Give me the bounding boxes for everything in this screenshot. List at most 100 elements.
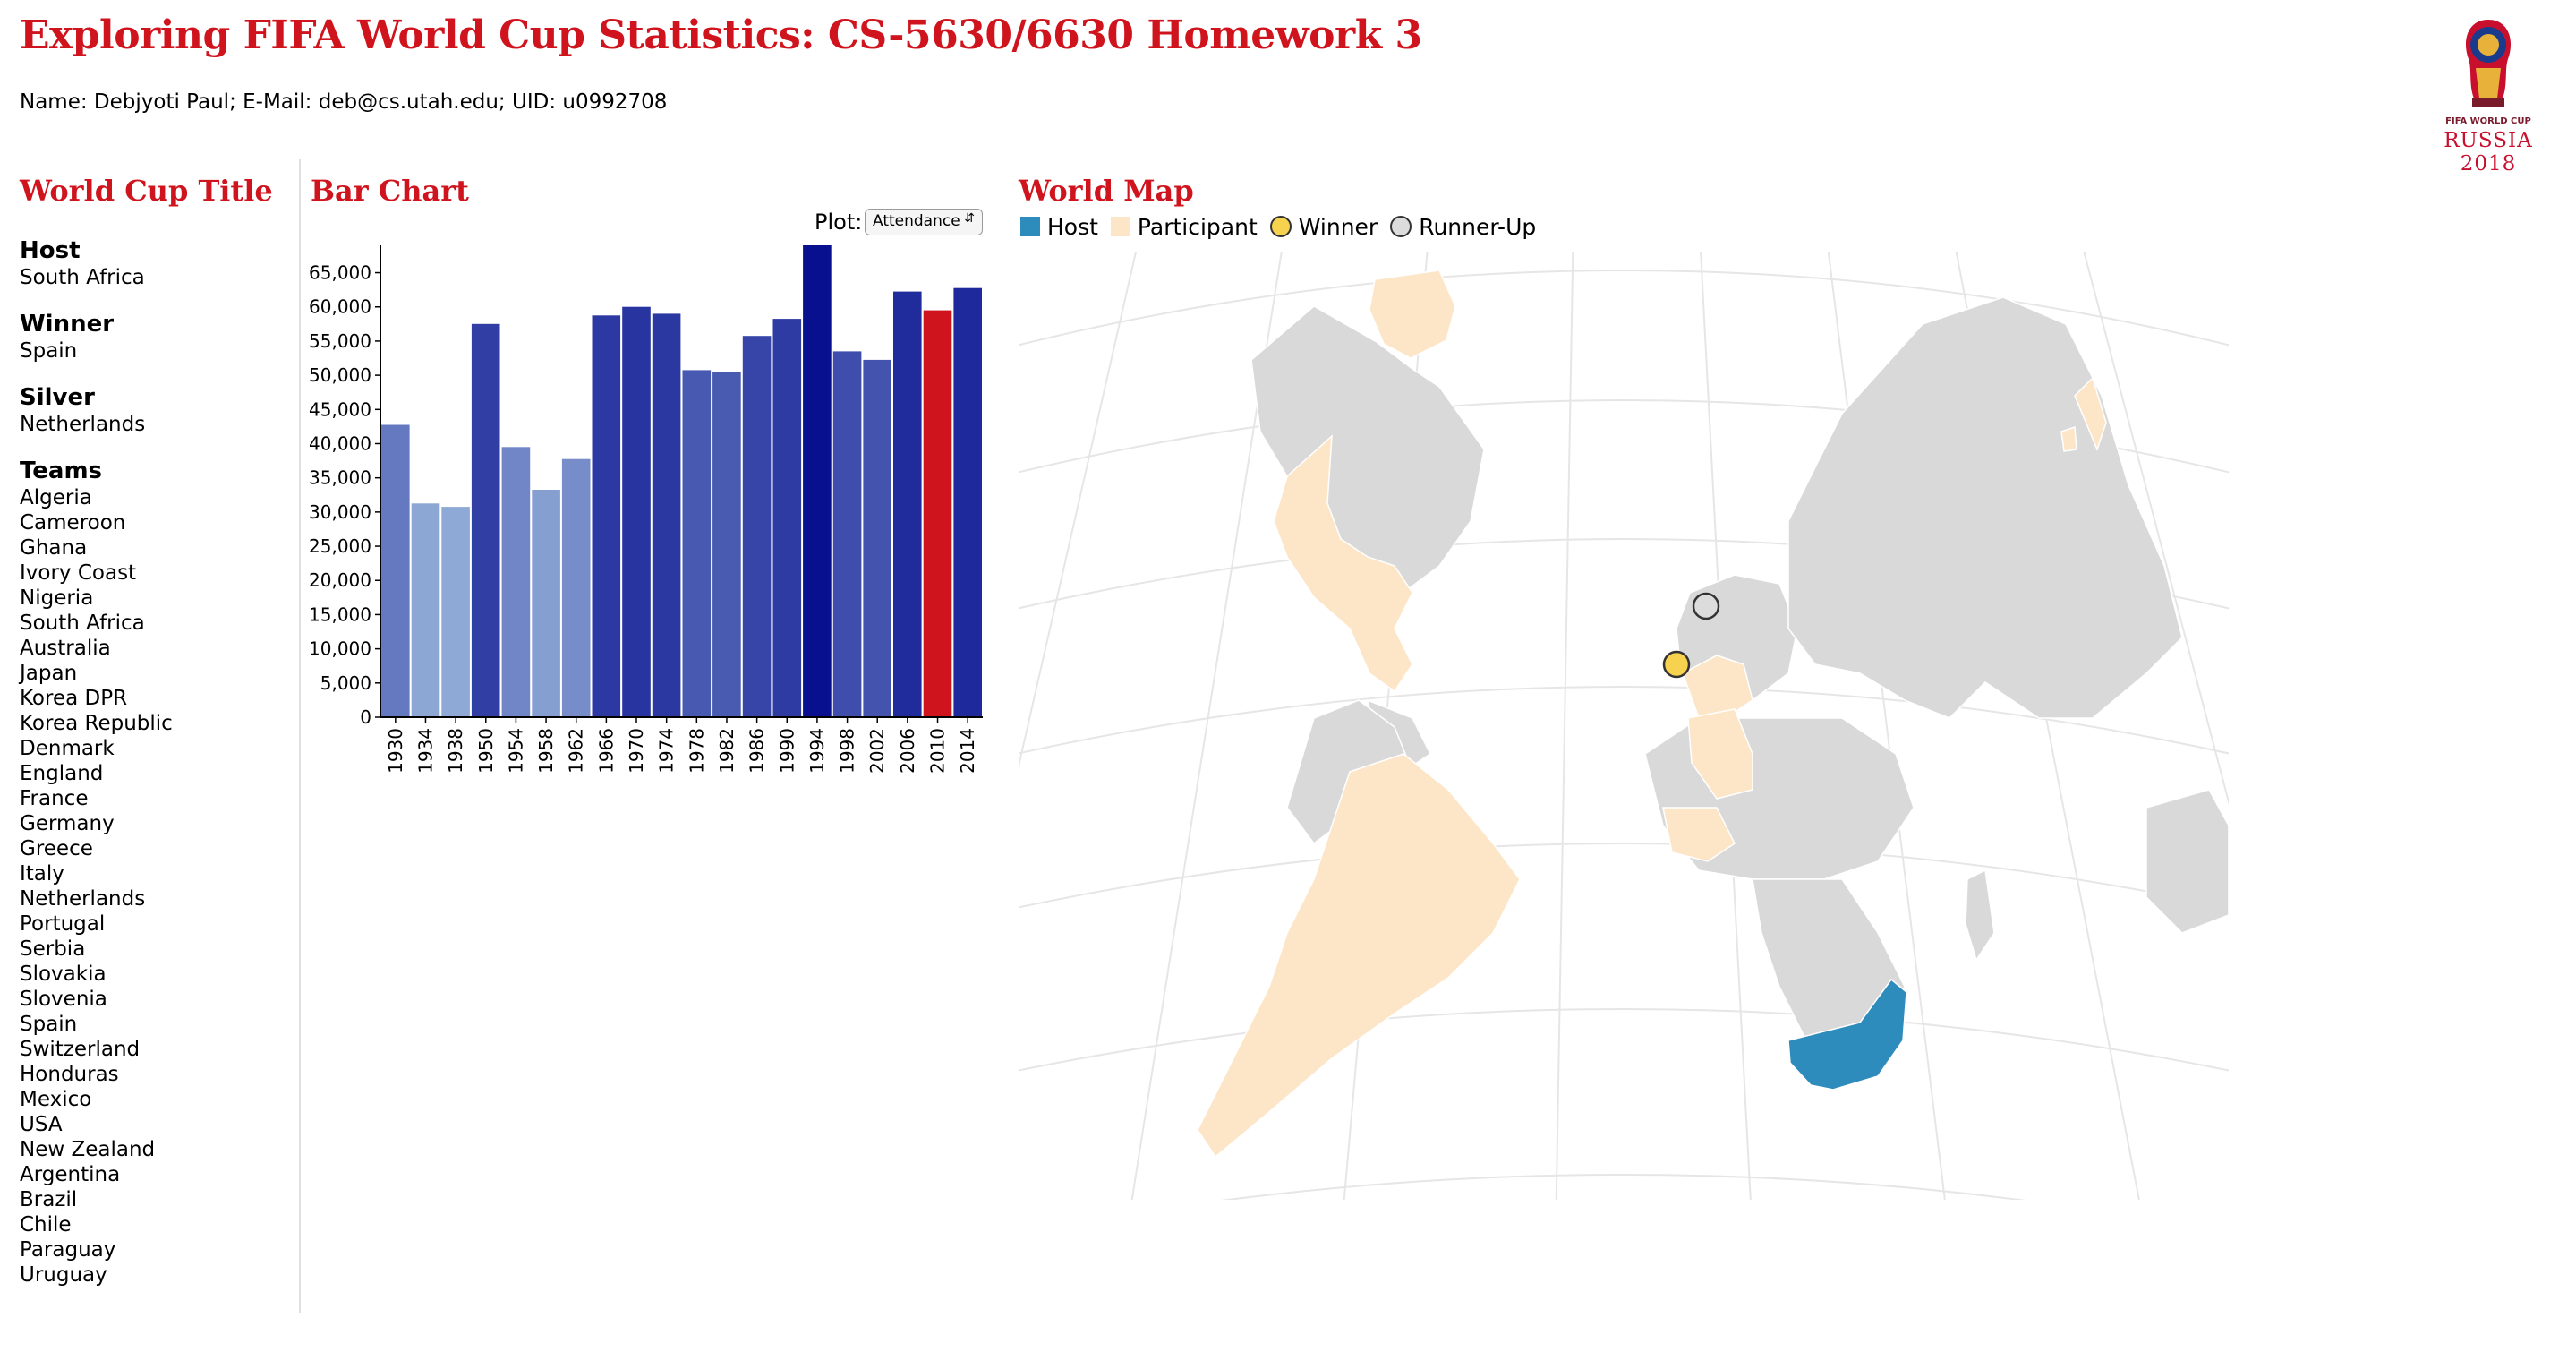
legend-runner-up: Runner-Up: [1390, 214, 1536, 240]
bar-1930[interactable]: [381, 424, 410, 718]
legend-participant-label: Participant: [1137, 213, 1258, 240]
plot-select[interactable]: Attendance ⇵: [865, 209, 983, 235]
x-tick-label: 1966: [595, 728, 617, 774]
north-america-participants: [1273, 434, 1413, 693]
bar-1962[interactable]: [561, 458, 591, 717]
team-list-item: Brazil: [20, 1188, 78, 1211]
runner-up-marker[interactable]: [1692, 592, 1720, 620]
y-tick-label: 0: [360, 706, 371, 728]
team-list-item: Slovenia: [20, 988, 107, 1011]
bar-1982[interactable]: [712, 372, 741, 717]
algeria: [1687, 708, 1753, 800]
team-list-item: Ivory Coast: [20, 561, 137, 585]
panel-divider: [299, 159, 301, 1313]
x-tick-label: 1934: [414, 728, 436, 774]
silver-label: Silver: [20, 384, 95, 411]
y-tick-label: 5,000: [320, 672, 371, 694]
x-tick-label: 1962: [566, 728, 587, 774]
host-label: Host: [20, 237, 81, 264]
team-list-item: England: [20, 762, 104, 785]
x-tick-label: 1994: [806, 728, 828, 774]
y-tick-label: 35,000: [309, 467, 371, 489]
team-list-item: Serbia: [20, 937, 86, 961]
bar-1950[interactable]: [471, 323, 500, 717]
bar-1938[interactable]: [441, 507, 470, 717]
bar-1974[interactable]: [652, 313, 681, 717]
bar-2014[interactable]: [953, 287, 982, 717]
x-tick-label: 2010: [927, 728, 949, 774]
bar-1978[interactable]: [682, 370, 712, 717]
host-value: South Africa: [20, 266, 145, 289]
legend-host-swatch: [1020, 217, 1040, 236]
y-tick-label: 30,000: [309, 501, 371, 523]
team-list-item: Portugal: [20, 912, 106, 936]
team-list-item: New Zealand: [20, 1138, 156, 1161]
world-map[interactable]: [839, 216, 2409, 1274]
info-panel-heading: World Cup Title: [20, 174, 273, 208]
host-group: Host South Africa: [20, 236, 288, 290]
team-list-item: Spain: [20, 1013, 78, 1036]
winner-label: Winner: [20, 311, 115, 338]
team-list-item: Honduras: [20, 1063, 119, 1086]
winner-marker[interactable]: [1662, 650, 1691, 679]
y-tick-label: 15,000: [309, 603, 371, 625]
team-list-item: Germany: [20, 812, 115, 835]
team-list-item: Mexico: [20, 1088, 92, 1111]
korea: [2060, 425, 2077, 452]
x-tick-label: 2006: [897, 728, 918, 774]
team-list-item: Italy: [20, 862, 64, 886]
bar-chart: 1930 1934 1938 1950 1954 1958 1962 1966 1970 1974…: [309, 245, 983, 774]
y-tick-label: 65,000: [309, 262, 371, 284]
land: [1197, 270, 2230, 1159]
y-tick-label: 40,000: [309, 432, 371, 454]
bar-1970[interactable]: [622, 306, 651, 717]
team-list-item: Algeria: [20, 486, 92, 509]
south-africa: [1787, 978, 1907, 1091]
bar-1986[interactable]: [742, 336, 772, 717]
silver-value: Netherlands: [20, 413, 146, 436]
y-tick-label: 25,000: [309, 535, 371, 557]
team-list-item: Denmark: [20, 737, 115, 760]
world-map-svg: [839, 216, 2409, 1274]
team-list: Algeria Cameroon Ghana Ivory Coast Nigeria So…: [20, 485, 288, 1288]
legend-participant-swatch: [1110, 217, 1130, 236]
bar-chart-heading: Bar Chart: [311, 174, 469, 208]
team-list-item: Korea Republic: [20, 712, 173, 735]
plot-label: Plot:: [815, 210, 863, 235]
west-africa-participants: [1662, 807, 1736, 862]
teams-group: Teams Algeria Cameroon Ghana Ivory Coast Nig…: [20, 457, 288, 1288]
bar-1954[interactable]: [501, 447, 531, 717]
team-list-item: France: [20, 787, 89, 810]
y-tick-label: 55,000: [309, 330, 371, 352]
asia: [1787, 296, 2183, 719]
team-list-item: Slovakia: [20, 963, 107, 986]
y-tick-label: 20,000: [309, 569, 371, 591]
bar-2010[interactable]: [923, 310, 952, 717]
legend-winner: Winner: [1269, 214, 1378, 240]
team-list-item: Uruguay: [20, 1263, 107, 1287]
team-list-item: Paraguay: [20, 1238, 116, 1262]
bar-2002[interactable]: [863, 359, 891, 717]
info-panel: Host South Africa Winner Spain Silver Ne…: [20, 236, 288, 1307]
logo-caption: RUSSIA 2018: [2444, 129, 2533, 175]
bar-1966[interactable]: [592, 315, 621, 717]
south-america-participants: [1197, 753, 1521, 1159]
x-tick-label: 1982: [716, 728, 738, 774]
legend-runner-up-label: Runner-Up: [1419, 213, 1537, 240]
bar-1994[interactable]: [803, 245, 832, 717]
japan: [2074, 376, 2107, 452]
madagascar: [1965, 869, 1995, 962]
team-list-item: Switzerland: [20, 1038, 141, 1061]
logo-caption-small: FIFA WORLD CUP: [2445, 116, 2531, 126]
team-list-item: Netherlands: [20, 887, 146, 911]
team-list-item: Australia: [20, 637, 111, 660]
x-tick-label: 1954: [505, 728, 526, 774]
bar-1934[interactable]: [411, 503, 440, 717]
bar-2006[interactable]: [893, 291, 922, 717]
bar-1998[interactable]: [832, 351, 862, 717]
x-tick-label: 1970: [626, 728, 647, 774]
bar-1990[interactable]: [772, 319, 802, 717]
australia: [2145, 789, 2230, 934]
team-list-item: Argentina: [20, 1163, 121, 1186]
bar-1958[interactable]: [532, 490, 560, 717]
